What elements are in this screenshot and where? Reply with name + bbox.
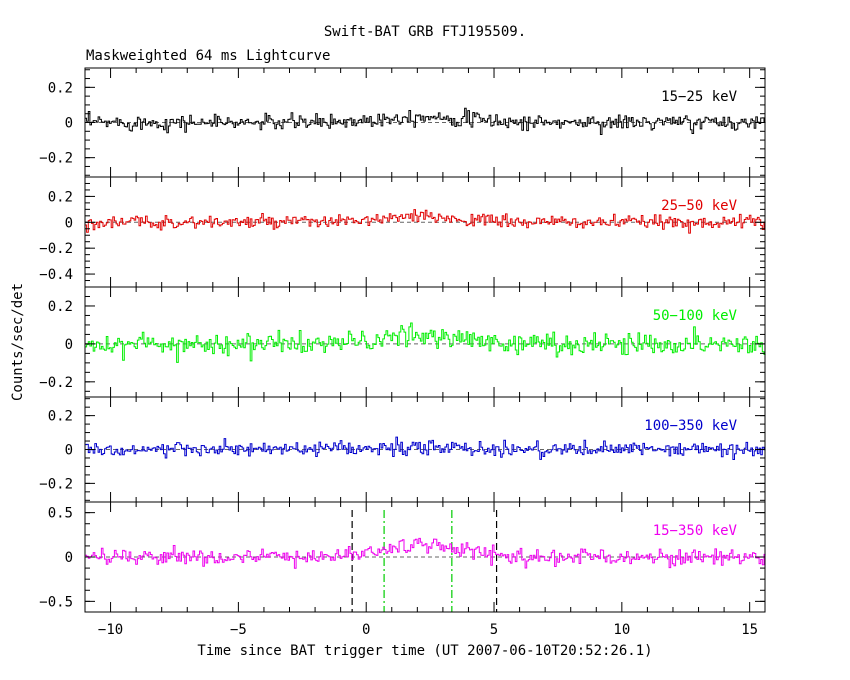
series-line: [85, 537, 766, 569]
panel-5: −0.5 0 0.5 15−350 keV: [39, 501, 766, 613]
x-tick-label: −10: [98, 622, 123, 638]
y-tick-label: −0.2: [39, 241, 73, 257]
chart-title: Swift-BAT GRB FTJ195509.: [324, 24, 526, 40]
panel-label-2: 25−50 keV: [661, 198, 737, 214]
panels-group: −0.200.215−25 keV−0.4−0.200.225−50 keV−0…: [39, 67, 766, 638]
y-tick-label: 0.2: [48, 299, 73, 315]
y-tick-label: −0.5: [39, 594, 73, 610]
panel-frame: [84, 176, 766, 288]
panel-2: −0.4 −0.2 0 0.2 25−50 keV: [39, 176, 766, 288]
y-tick-label: 0: [65, 337, 73, 353]
panel-label-3: 50−100 keV: [653, 308, 738, 324]
y-tick-label: 0: [65, 215, 73, 231]
panel-4: −0.2 0 0.2 100−350 keV: [39, 396, 766, 503]
x-tick-label: 5: [490, 622, 498, 638]
y-tick-label: 0.2: [48, 80, 73, 96]
x-tick-label: 0: [362, 622, 370, 638]
y-axis-label: Counts/sec/det: [10, 283, 26, 401]
x-axis-label: Time since BAT trigger time (UT 2007-06-…: [197, 643, 652, 659]
panel-label-5: 15−350 keV: [653, 523, 738, 539]
y-tick-label: 0: [65, 550, 73, 566]
y-tick-label: 0: [65, 443, 73, 459]
series-line: [85, 209, 766, 234]
y-tick-label: 0: [65, 116, 73, 132]
series-line: [85, 436, 766, 460]
panel-label-1: 15−25 keV: [661, 89, 737, 105]
y-tick-label: −0.4: [39, 267, 73, 283]
chart-subtitle: Maskweighted 64 ms Lightcurve: [86, 48, 330, 64]
y-tick-label: 0.2: [48, 189, 73, 205]
y-tick-label: −0.2: [39, 375, 73, 391]
panel-label-4: 100−350 keV: [644, 418, 737, 434]
x-tick-label: −5: [230, 622, 247, 638]
panel-1: −0.2 0 0.2 15−25 keV: [39, 67, 766, 178]
y-tick-label: −0.2: [39, 476, 73, 492]
x-tick-label: 10: [613, 622, 630, 638]
series-line: [85, 322, 766, 363]
y-tick-label: −0.2: [39, 151, 73, 167]
x-tick-label: 15: [741, 622, 758, 638]
series-line: [85, 107, 766, 135]
y-tick-label: 0.2: [48, 409, 73, 425]
y-tick-label: 0.5: [48, 506, 73, 522]
panel-3: −0.2 0 0.2 50−100 keV: [39, 286, 766, 398]
